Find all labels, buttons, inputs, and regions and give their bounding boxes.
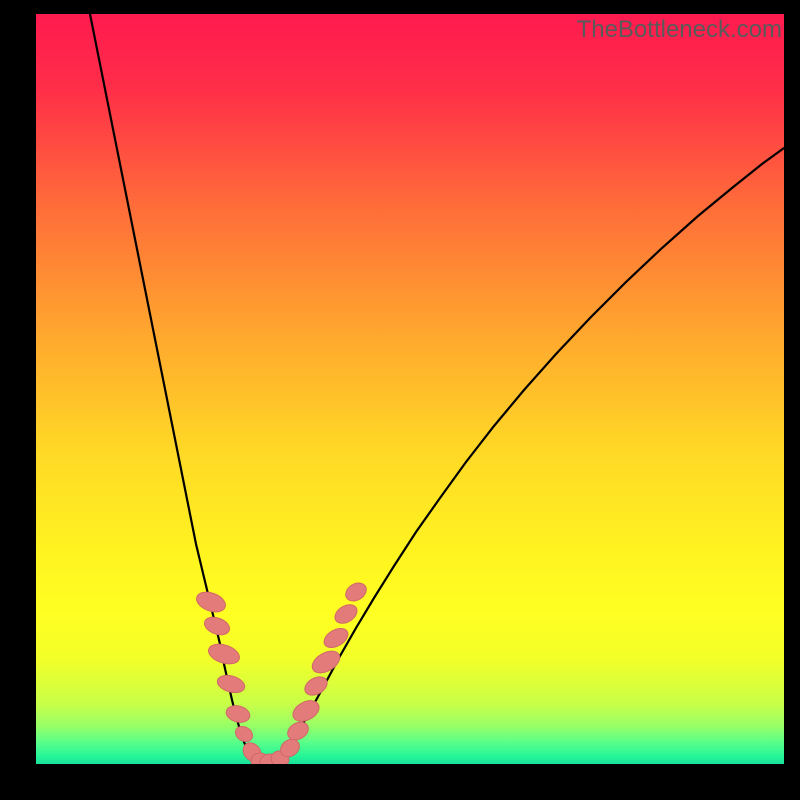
data-marker (202, 614, 232, 638)
data-marker (332, 601, 361, 627)
data-marker (309, 647, 344, 678)
data-marker (206, 640, 242, 667)
chart-container: TheBottleneck.com (0, 0, 800, 800)
data-marker (289, 696, 322, 725)
data-marker (233, 723, 256, 744)
watermark-text: TheBottleneck.com (577, 16, 782, 44)
data-marker (215, 672, 246, 695)
data-marker (194, 588, 228, 615)
plot-area (36, 14, 784, 764)
curve-layer (36, 14, 784, 764)
right-curve (272, 148, 784, 763)
data-marker (302, 673, 331, 699)
data-marker (224, 703, 251, 724)
data-marker (321, 625, 352, 652)
data-marker (342, 579, 369, 604)
